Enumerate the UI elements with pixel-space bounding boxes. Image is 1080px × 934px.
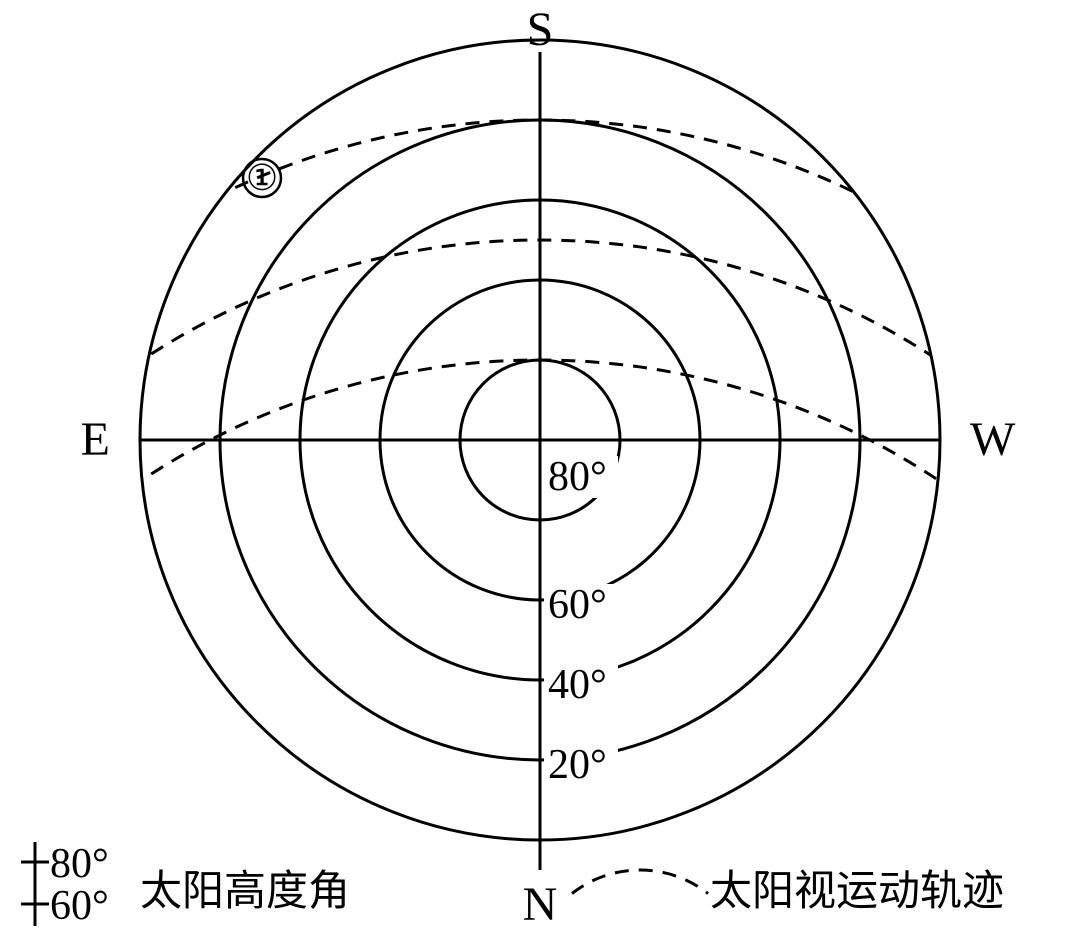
direction-label-s: S [527,3,554,56]
angle-label-20: 20° [548,742,607,788]
sun-path-marker-label: ① [246,158,278,198]
legend-altitude-title: 太阳高度角 [140,869,350,915]
angle-label-80: 80° [548,454,607,500]
direction-label-n: N [523,878,558,931]
angle-label-40: 40° [548,662,607,708]
legend-altitude-tick-label: 60° [50,883,109,929]
sun-path-diagram: ①SNEW20°40°60°80°80°60°太阳高度角太阳视运动轨迹 [0,0,1080,934]
legend-altitude-tick-label: 80° [50,841,109,887]
direction-label-w: W [970,413,1016,466]
angle-label-60: 60° [548,582,607,628]
legend-sunpath-arc [572,870,708,894]
direction-label-e: E [81,413,110,466]
legend-sunpath-title: 太阳视运动轨迹 [710,869,1004,915]
